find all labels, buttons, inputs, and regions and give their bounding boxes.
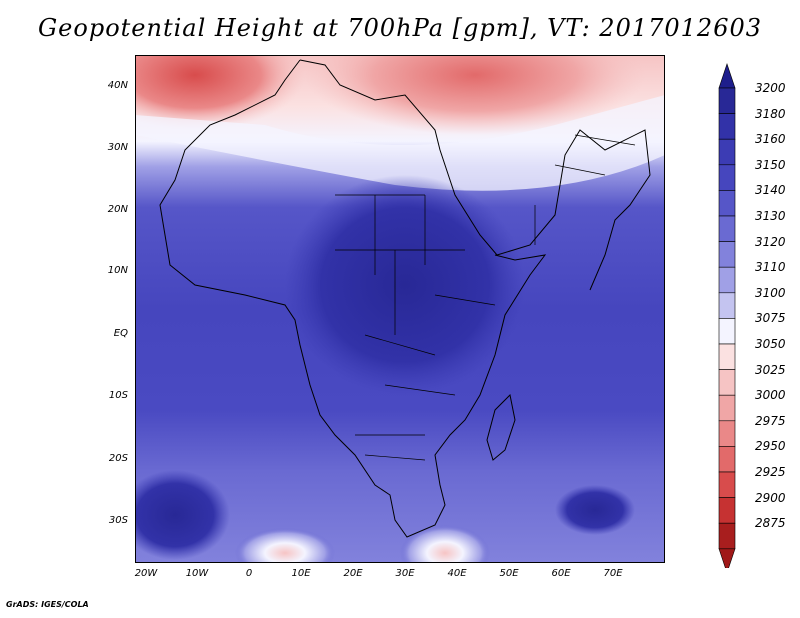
lon-label-10w: 10W bbox=[185, 568, 209, 579]
country-borders bbox=[335, 194, 496, 461]
colorbar-swatch bbox=[718, 266, 736, 294]
colorbar-level-label: 3120 bbox=[755, 234, 786, 249]
colorbar-level-label: 3050 bbox=[755, 337, 786, 351]
colorbar-swatch bbox=[718, 394, 736, 422]
low-height-zone-ne bbox=[305, 55, 645, 135]
footer-credit: GrADS: IGES/COLA bbox=[6, 600, 89, 609]
colorbar-swatch bbox=[718, 497, 736, 524]
lon-label-20w: 20W bbox=[134, 568, 158, 579]
lon-label-70e: 70E bbox=[603, 568, 623, 579]
colorbar-level-label: 3000 bbox=[755, 388, 786, 403]
colorbar-swatch bbox=[718, 369, 736, 396]
low-height-zone-nw bbox=[135, 55, 305, 130]
colorbar-swatch bbox=[718, 420, 736, 447]
colorbar-swatch bbox=[718, 343, 736, 370]
colorbar-swatch bbox=[718, 522, 736, 550]
colorbar-level-label: 2900 bbox=[755, 490, 786, 505]
colorbar-swatch bbox=[718, 446, 736, 473]
low-height-zone-south-2 bbox=[400, 525, 490, 563]
colorbar bbox=[718, 63, 736, 568]
lon-label-30e: 30E bbox=[395, 568, 415, 579]
colorbar-level-label: 3110 bbox=[755, 260, 786, 275]
colorbar-swatch bbox=[718, 471, 736, 498]
lat-label-20s: 20S bbox=[108, 453, 128, 464]
lon-label-60e: 60E bbox=[551, 568, 571, 579]
lat-label-eq: EQ bbox=[113, 328, 128, 339]
colorbar-top-arrow bbox=[718, 63, 736, 89]
colorbar-swatch bbox=[718, 190, 736, 217]
lon-label-20e: 20E bbox=[343, 568, 363, 579]
high-height-zone-se bbox=[555, 485, 635, 535]
high-height-zone-sw bbox=[135, 470, 230, 560]
colorbar-level-label: 3150 bbox=[755, 157, 786, 172]
colorbar-swatch bbox=[718, 138, 736, 166]
north-africa-arabia-coast bbox=[299, 59, 651, 291]
colorbar-swatch bbox=[718, 241, 736, 268]
colorbar-swatch bbox=[718, 164, 736, 191]
colorbar-bottom-arrow bbox=[718, 548, 736, 568]
lat-label-30s: 30S bbox=[108, 515, 128, 526]
colorbar-swatch bbox=[718, 215, 736, 242]
colorbar-level-label: 3160 bbox=[755, 132, 786, 147]
lon-label-10e: 10E bbox=[291, 568, 311, 579]
transition-band bbox=[135, 95, 665, 191]
colorbar-level-label: 3100 bbox=[755, 285, 786, 300]
africa-coast bbox=[159, 59, 547, 538]
colorbar-level-label: 3180 bbox=[755, 106, 786, 121]
lon-label-50e: 50E bbox=[499, 568, 519, 579]
colorbar-level-label: 2950 bbox=[755, 439, 786, 454]
lat-label-40n: 40N bbox=[107, 80, 128, 91]
colorbar-level-label: 3200 bbox=[755, 81, 786, 95]
colorbar-swatch bbox=[718, 87, 736, 114]
lat-label-10n: 10N bbox=[107, 265, 128, 276]
geopotential-map bbox=[135, 55, 665, 563]
colorbar-swatch bbox=[718, 292, 736, 319]
lat-label-20n: 20N bbox=[107, 204, 128, 215]
coastlines bbox=[159, 59, 651, 538]
asian-borders bbox=[534, 134, 636, 245]
lon-label-40e: 40E bbox=[447, 568, 467, 579]
colorbar-level-label: 3075 bbox=[755, 311, 786, 326]
colorbar-level-label: 2875 bbox=[755, 516, 786, 531]
lat-label-10s: 10S bbox=[108, 390, 128, 401]
madagascar bbox=[486, 393, 516, 461]
colorbar-level-label: 3025 bbox=[755, 362, 786, 377]
colorbar-swatch bbox=[718, 113, 736, 140]
lon-label-0: 0 bbox=[245, 568, 253, 579]
map-frame bbox=[135, 55, 665, 563]
lat-label-30n: 30N bbox=[107, 142, 128, 153]
map-title: Geopotential Height at 700hPa [gpm], VT:… bbox=[38, 14, 762, 42]
colorbar-level-label: 3140 bbox=[755, 183, 786, 198]
colorbar-level-label: 2925 bbox=[755, 465, 786, 479]
colorbar-level-label: 3130 bbox=[755, 209, 786, 223]
low-height-zone-south-1 bbox=[235, 528, 335, 563]
colorbar-level-label: 2975 bbox=[755, 413, 786, 428]
map-panel bbox=[135, 55, 665, 563]
high-height-zone-central bbox=[285, 175, 525, 395]
colorbar-swatch bbox=[718, 318, 736, 345]
